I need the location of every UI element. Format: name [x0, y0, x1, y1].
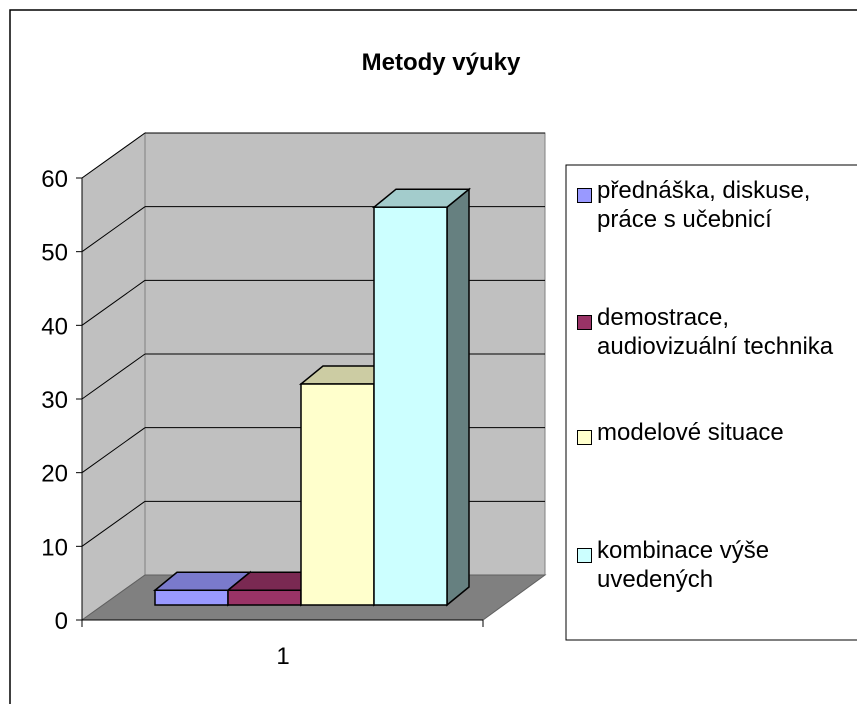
grid-line-side [81, 132, 146, 179]
grid-line-side [81, 353, 146, 400]
grid-line-side [81, 500, 146, 547]
chart-title: Metody výuky [362, 49, 521, 76]
y-tick-label: 40 [41, 313, 68, 340]
bar [227, 589, 302, 606]
legend-box [565, 164, 857, 641]
legend-swatch [577, 430, 592, 445]
bar-side [446, 187, 470, 607]
legend-swatch [577, 315, 592, 330]
legend-label: přednáška, diskuse, práce s učebnicí [597, 177, 811, 233]
bar [373, 206, 448, 606]
legend-label: kombinace výše uvedených [597, 537, 770, 593]
y-tick-label: 0 [55, 608, 68, 635]
grid-line-side [81, 427, 146, 474]
y-tick-label: 30 [41, 387, 68, 414]
y-tick-label: 60 [41, 166, 68, 193]
y-tick-label: 50 [41, 240, 68, 267]
x-tick-label: 1 [276, 643, 289, 670]
grid-line-side [81, 279, 146, 326]
y-tick-label: 10 [41, 534, 68, 561]
y-tick-label: 20 [41, 461, 68, 488]
legend-label: modelové situace [597, 419, 784, 446]
bar [300, 383, 375, 606]
legend-label: demostrace, audiovizuální technika [597, 304, 834, 360]
grid-line-side [81, 206, 146, 253]
legend-swatch [577, 548, 592, 563]
bar [154, 589, 229, 606]
legend-swatch [577, 188, 592, 203]
